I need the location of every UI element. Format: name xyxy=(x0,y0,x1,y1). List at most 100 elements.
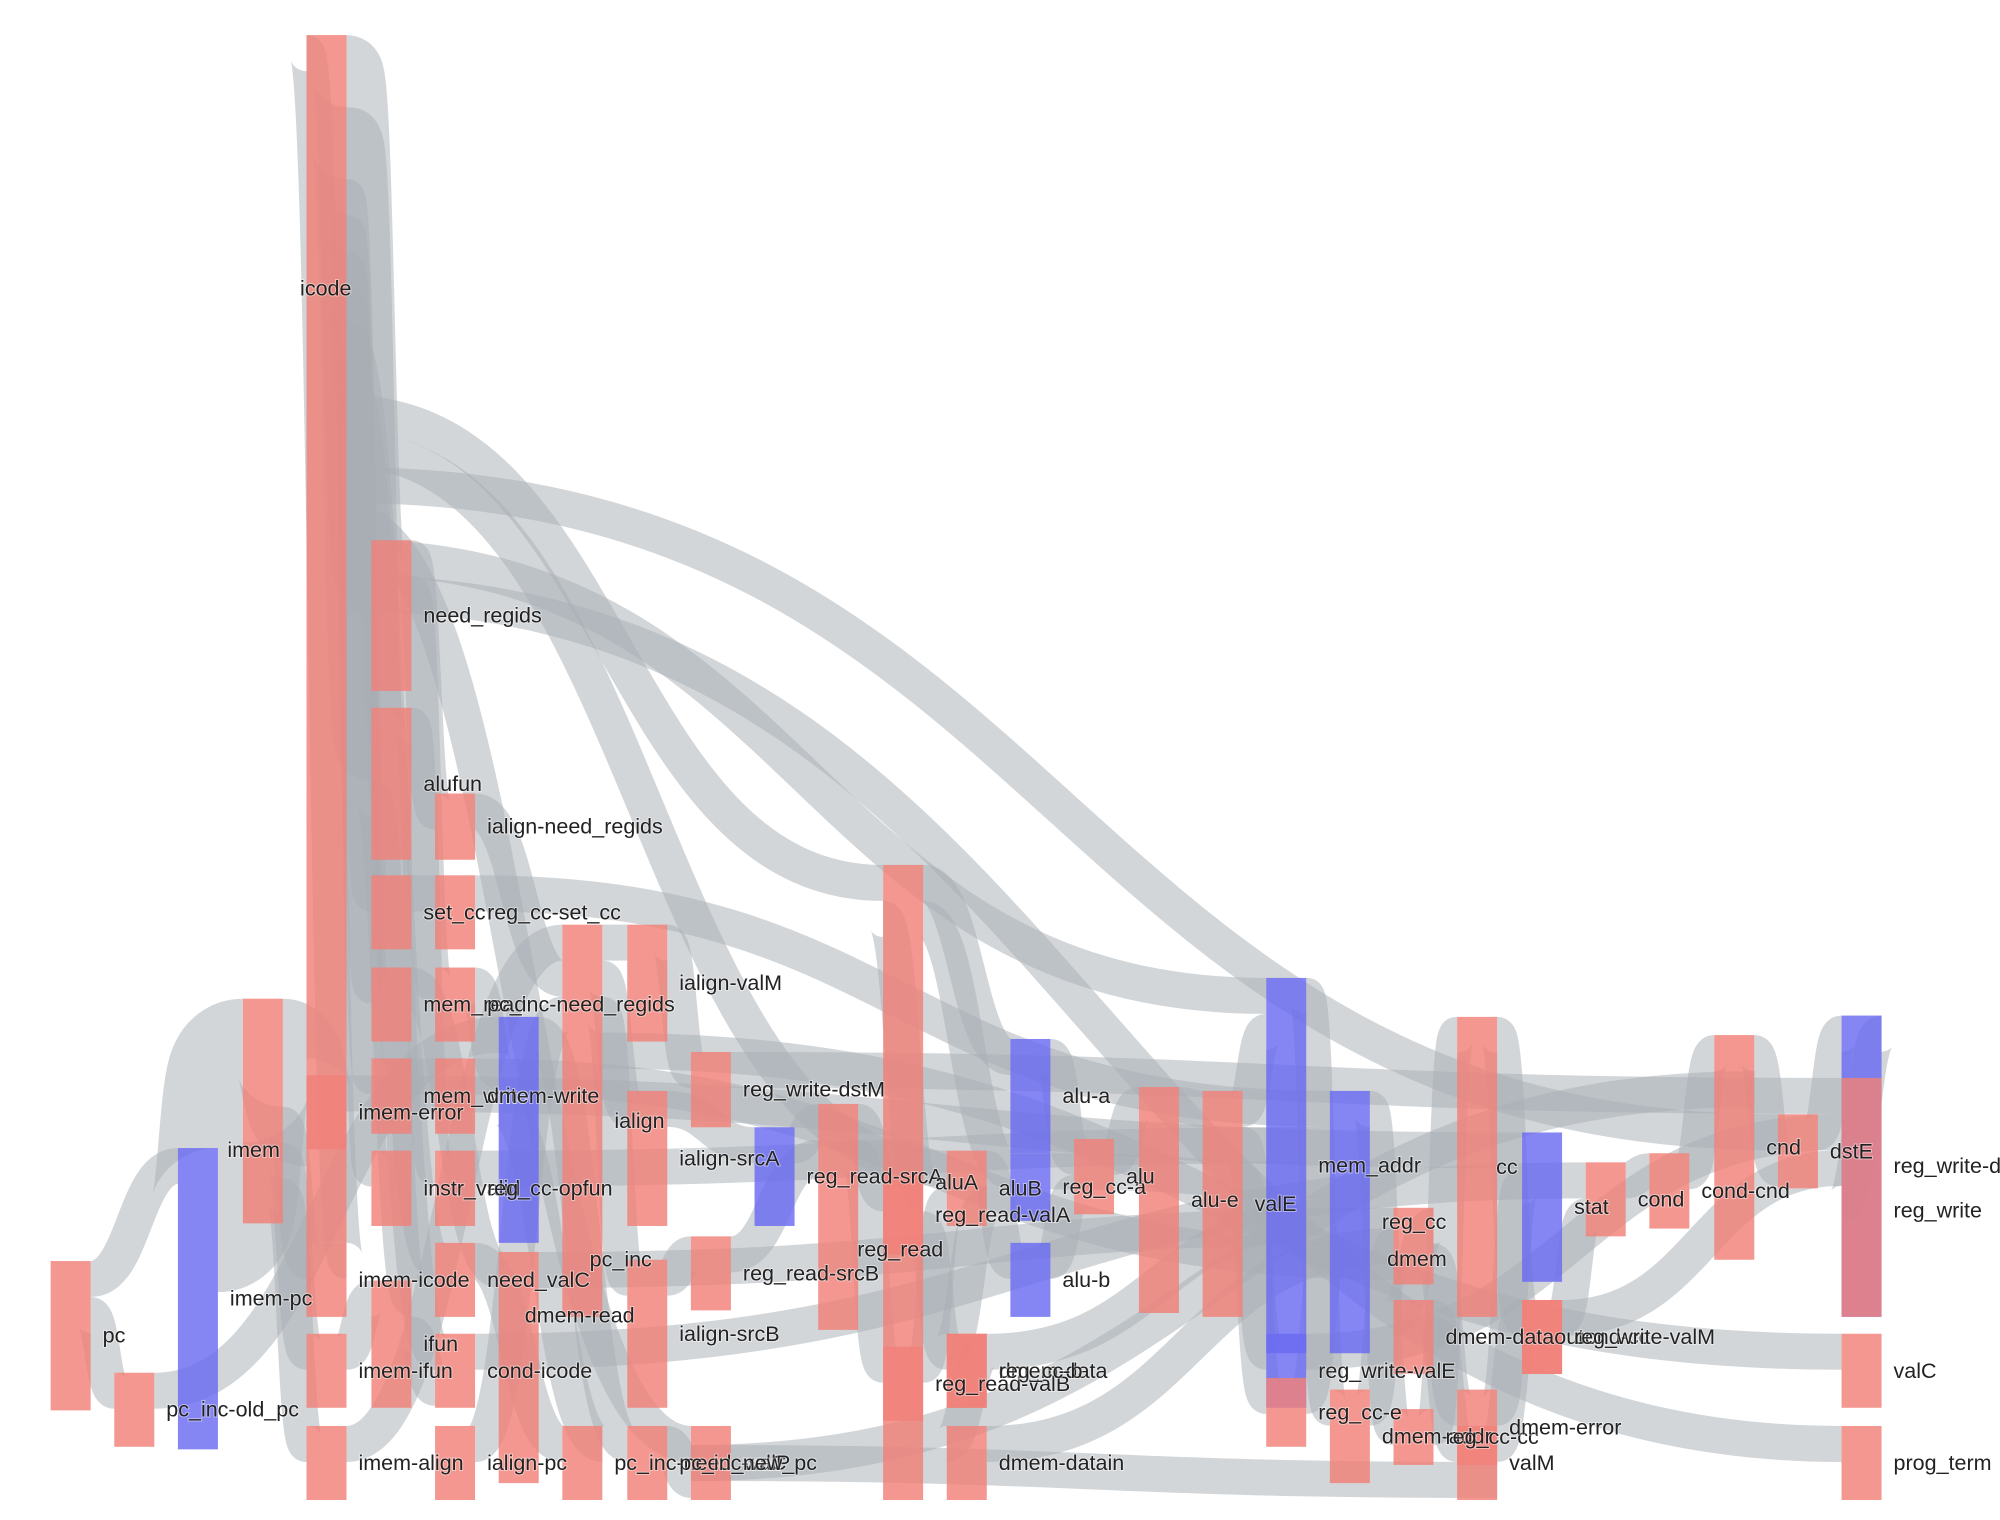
node-label-ialign-pc: ialign-pc xyxy=(487,1451,567,1475)
node-need_regids[interactable] xyxy=(371,540,412,691)
node-reg_cc-set_cc[interactable] xyxy=(435,875,476,950)
node-label-dmem-read: dmem-read xyxy=(525,1304,635,1328)
node-ialign-srcA[interactable] xyxy=(627,1090,668,1226)
node-cc[interactable] xyxy=(1457,1016,1498,1317)
node-imem-pc[interactable] xyxy=(177,1148,218,1450)
link-aluB-to-alu-b xyxy=(973,1150,1025,1279)
node-alu-b[interactable] xyxy=(1010,1242,1051,1317)
node-label-reg_write: reg_write xyxy=(1894,1198,1982,1222)
node-ialign-srcB[interactable] xyxy=(627,1259,668,1408)
node-label-reg_read-srcB: reg_read-srcB xyxy=(743,1261,879,1285)
node-dmem-addr[interactable] xyxy=(1329,1389,1370,1484)
node-reg_read-srcB[interactable] xyxy=(690,1236,731,1311)
node-label-aluA: aluA xyxy=(935,1170,979,1194)
node-aluA[interactable] xyxy=(883,864,924,1500)
node-imem-icode[interactable] xyxy=(306,1242,347,1317)
node-label-pc_inc-need_regids: pc_inc-need_regids xyxy=(487,993,675,1017)
node-mem_read[interactable] xyxy=(371,967,412,1042)
node-reg_cc-cc[interactable] xyxy=(1393,1409,1434,1465)
node-stat[interactable] xyxy=(1522,1132,1563,1282)
node-new_pc[interactable] xyxy=(690,1425,731,1500)
node-label-cond-icode: cond-icode xyxy=(487,1359,592,1383)
node-alufun[interactable] xyxy=(371,707,412,860)
node-dstE[interactable] xyxy=(1777,1114,1818,1189)
link-alufun-to-reg_cc-opfun xyxy=(393,707,454,1187)
node-ialign-pc[interactable] xyxy=(435,1425,476,1500)
node-label-ialign-valM: ialign-valM xyxy=(679,971,782,995)
node-imem-align[interactable] xyxy=(306,1425,347,1500)
node-label-reg_read-valB: reg_read-valB xyxy=(935,1372,1070,1396)
node-label-cnd: cnd xyxy=(1766,1135,1801,1159)
node-pc_inc[interactable] xyxy=(498,1016,539,1243)
node-cond-icode[interactable] xyxy=(435,1333,476,1408)
nodes-layer xyxy=(50,35,1882,1500)
node-label-imem-icode: imem-icode xyxy=(358,1268,469,1292)
node-instr_valid[interactable] xyxy=(371,1150,412,1226)
node-prog_term[interactable] xyxy=(1841,1425,1882,1500)
node-label-reg_read-valA: reg_read-valA xyxy=(935,1203,1071,1227)
node-valM[interactable] xyxy=(1457,1425,1498,1500)
node-cond-cnd[interactable] xyxy=(1649,1153,1690,1229)
node-label-ialign-srcA: ialign-srcA xyxy=(679,1146,780,1170)
node-reg_cc-b[interactable] xyxy=(946,1333,987,1408)
node-dmem-read[interactable] xyxy=(498,1251,539,1484)
node-valC[interactable] xyxy=(1841,1333,1882,1408)
node-label-pc_inc-need_valC: pc_inc-need_valC xyxy=(614,1451,786,1475)
node-ialign[interactable] xyxy=(562,924,603,1317)
node-pc_inc-need_regids[interactable] xyxy=(435,967,476,1042)
node-pc_inc-need_valC[interactable] xyxy=(562,1425,603,1500)
link-dmem-datain-to-dmem xyxy=(986,1228,1394,1462)
node-dmem-write[interactable] xyxy=(435,1058,476,1134)
node-label-imem-pc: imem-pc xyxy=(230,1287,313,1311)
node-pc_inc-old_pc[interactable] xyxy=(114,1372,155,1447)
node-cond[interactable] xyxy=(1585,1162,1626,1237)
link-imem-ifun-to-ifun xyxy=(334,1280,384,1370)
node-need_valC[interactable] xyxy=(435,1242,476,1317)
node-label-mem_write: mem_write xyxy=(423,1084,528,1108)
node-label-reg_read-srcA: reg_read-srcA xyxy=(807,1165,944,1189)
node-alu[interactable] xyxy=(1074,1138,1115,1215)
node-icode[interactable] xyxy=(306,35,347,1243)
node-ialign-valM[interactable] xyxy=(627,924,668,1042)
node-reg_write-valM[interactable] xyxy=(1522,1299,1563,1375)
node-label-ifun: ifun xyxy=(423,1332,458,1356)
node-reg_cc[interactable] xyxy=(1329,1090,1370,1354)
link-ifun-to-cond-icode xyxy=(399,1316,448,1406)
node-label-ialign-srcB: ialign-srcB xyxy=(679,1322,779,1346)
node-label-mem_addr: mem_addr xyxy=(1318,1154,1421,1178)
node-dmem[interactable] xyxy=(1393,1207,1434,1285)
node-mem_addr[interactable] xyxy=(1266,977,1307,1354)
node-imem[interactable] xyxy=(242,998,283,1224)
link-pc-to-imem-pc xyxy=(87,1148,181,1298)
link-ialign-to-ialign-srcB xyxy=(584,996,646,1296)
node-reg_write[interactable] xyxy=(1841,1077,1882,1317)
node-label-cc: cc xyxy=(1496,1155,1518,1179)
node-imem-ifun[interactable] xyxy=(306,1333,347,1408)
node-label-instr_valid: instr_valid xyxy=(423,1176,520,1200)
node-label-cond-cnd: cond-cnd xyxy=(1701,1179,1789,1203)
node-dmem-dataout[interactable] xyxy=(1393,1299,1434,1375)
node-alu-e[interactable] xyxy=(1138,1087,1179,1313)
node-pc[interactable] xyxy=(50,1261,91,1411)
node-ialign-need_regids[interactable] xyxy=(435,793,476,860)
node-label-dmem-dataout: dmem-dataout xyxy=(1446,1325,1585,1349)
node-label-imem: imem xyxy=(227,1138,280,1162)
node-set_cc[interactable] xyxy=(371,875,412,950)
node-label-need_valC: need_valC xyxy=(487,1268,590,1292)
node-valE[interactable] xyxy=(1202,1090,1243,1317)
node-mem_write[interactable] xyxy=(371,1058,412,1134)
node-alu-a[interactable] xyxy=(1010,1038,1051,1154)
node-reg_read[interactable] xyxy=(818,1103,859,1330)
node-label-mem_read: mem_read xyxy=(423,993,526,1017)
node-ifun[interactable] xyxy=(371,1280,412,1408)
node-reg_cc-a[interactable] xyxy=(1010,1153,1051,1221)
node-dmem-datain[interactable] xyxy=(946,1425,987,1500)
node-cnd[interactable] xyxy=(1714,1035,1755,1260)
node-reg_write-dstM[interactable] xyxy=(690,1051,731,1128)
node-pc_inc-valP[interactable] xyxy=(627,1425,668,1500)
node-label-reg_cc-cc: reg_cc-cc xyxy=(1446,1425,1539,1449)
node-reg_read-srcA[interactable] xyxy=(754,1127,795,1226)
node-aluB[interactable] xyxy=(946,1150,987,1226)
node-reg_cc-opfun[interactable] xyxy=(435,1150,476,1226)
node-reg_cc-e[interactable] xyxy=(1266,1377,1307,1447)
